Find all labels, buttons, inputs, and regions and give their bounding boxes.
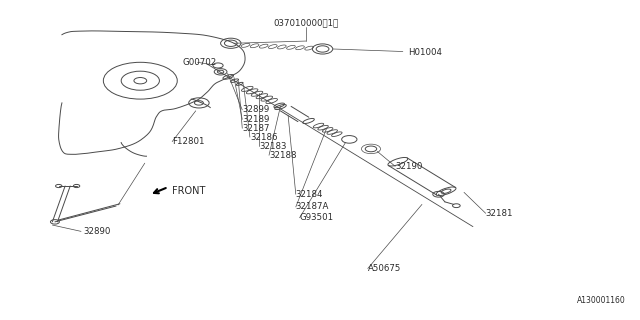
Text: 32186: 32186 <box>250 133 277 142</box>
Text: 32183: 32183 <box>259 141 287 150</box>
Text: 32190: 32190 <box>395 162 422 171</box>
Text: 32899: 32899 <box>243 105 269 114</box>
Text: A50675: A50675 <box>368 264 401 273</box>
Text: G93501: G93501 <box>300 213 333 222</box>
Text: H01004: H01004 <box>408 48 442 57</box>
Text: FRONT: FRONT <box>172 186 205 196</box>
Text: A130001160: A130001160 <box>577 296 626 305</box>
Text: 32187: 32187 <box>243 124 269 133</box>
Text: G00702: G00702 <box>183 58 217 67</box>
Text: 32189: 32189 <box>243 115 269 124</box>
Text: F12801: F12801 <box>172 137 205 146</box>
Text: 32184: 32184 <box>296 190 323 199</box>
Text: 32187A: 32187A <box>296 203 329 212</box>
Text: 32181: 32181 <box>486 209 513 218</box>
Text: 037010000（1）: 037010000（1） <box>273 19 339 28</box>
Text: 32188: 32188 <box>269 151 296 160</box>
Text: 32890: 32890 <box>83 227 110 236</box>
